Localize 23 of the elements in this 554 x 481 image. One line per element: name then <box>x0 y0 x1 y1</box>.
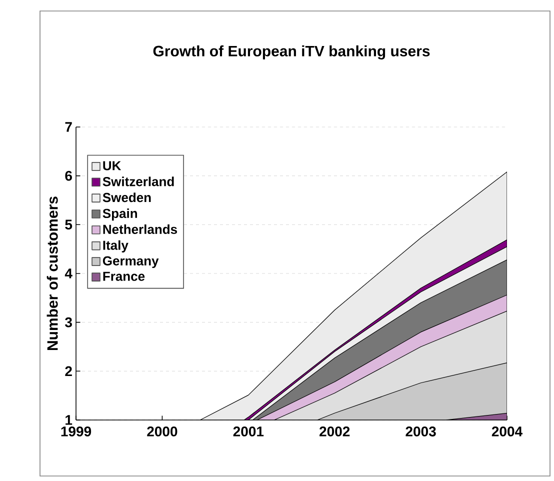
x-tick-label: 2000 <box>147 426 178 436</box>
x-tick-label: 1999 <box>61 426 92 436</box>
legend-label: Germany <box>102 256 159 268</box>
legend-label: France <box>103 272 145 281</box>
legend-label: UK <box>103 161 122 170</box>
y-tick-label: 3 <box>65 317 72 328</box>
y-tick-label: 1 <box>66 415 72 425</box>
y-tick-label: 6 <box>65 170 72 181</box>
x-tick-label: 2001 <box>233 426 264 436</box>
y-tick-label: 5 <box>65 220 72 230</box>
legend-label: Spain <box>102 208 138 221</box>
chart-title: Growth of European iTV banking users <box>153 45 430 60</box>
x-tick-label: 2004 <box>492 426 522 436</box>
legend-label: Italy <box>103 240 128 252</box>
legend-label: Switzerland <box>102 176 174 186</box>
legend-label: Netherlands <box>103 224 178 234</box>
x-tick-label: 2003 <box>406 426 436 436</box>
x-tick-label: 2002 <box>320 426 350 436</box>
legend-label: Sweden <box>102 192 151 202</box>
y-tick-label: 2 <box>65 366 72 376</box>
y-tick-label: 7 <box>65 122 72 132</box>
y-axis-title: Number of customers <box>46 196 58 350</box>
y-tick-label: 4 <box>64 268 72 278</box>
